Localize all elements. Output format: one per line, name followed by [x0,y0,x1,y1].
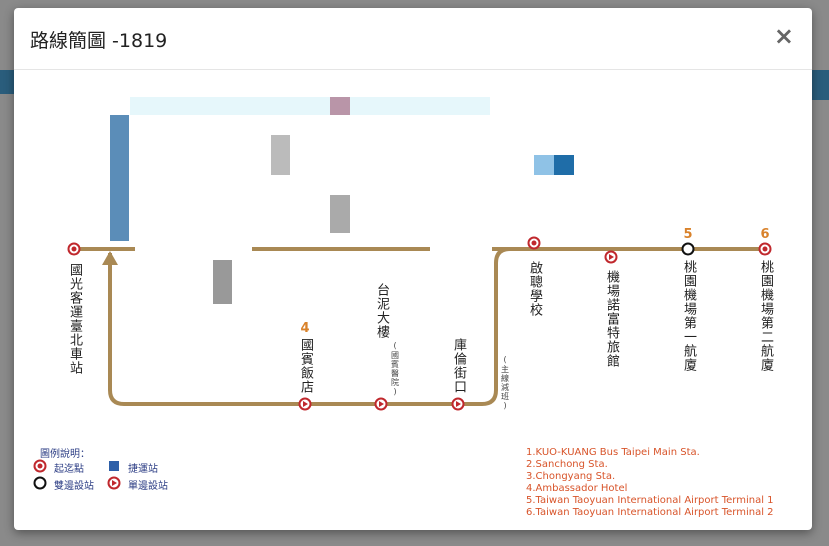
blur-block [213,260,232,304]
blur-block [554,155,574,175]
modal: 路線簡圖 -1819 × 國光客運臺北車站國賓飯店 4 台泥大樓 (國賓醫院) 庫倫街口… [14,8,812,530]
station-label: 庫倫街口 [451,338,466,394]
background-bar [812,70,829,100]
route-svg [33,97,772,490]
modal-title: 路線簡圖 -1819 [30,30,168,52]
station-label: 機場諾富特旅館 [604,270,619,368]
english-name: 1.KUO-KUANG Bus Taipei Main Sta. [526,447,700,458]
close-button[interactable]: × [773,22,794,50]
blur-block [534,155,554,175]
route-line [74,247,766,406]
blur-block [130,97,490,115]
legend-item: 捷運站 [128,464,158,475]
english-name: 2.Sanchong Sta. [526,459,608,470]
blur-block [271,135,290,175]
station-number: 5 [683,227,693,242]
station-label: 桃園機場第二航廈 [758,260,773,372]
stop-dot [71,246,77,252]
stop-dot [762,246,768,252]
station-label: 啟聰學校 [527,261,542,317]
route-map: 國光客運臺北車站國賓飯店 4 台泥大樓 (國賓醫院) 庫倫街口 啟聰學校 機場諾富特旅館 桃園… [30,85,795,518]
blur-block [110,115,129,241]
station-label: 國賓飯店 [298,338,313,394]
stop-dot [531,240,537,246]
stop-triangle [609,254,614,260]
station-label: 國光客運臺北車站 [67,263,82,375]
route-loop [108,247,511,406]
legend-item: 起迄點 [54,464,84,475]
background-bar [0,70,14,94]
station-note: (國賓醫院) [390,341,400,397]
blur-block [330,97,350,115]
divider [14,69,812,70]
branch-note: (主線減班) [500,355,510,411]
stop-triangle [112,480,117,486]
stop-triangle [456,401,461,407]
english-name: 5.Taiwan Taoyuan International Airport T… [526,495,774,506]
stop-dot [37,463,43,469]
english-name: 6.Taiwan Taoyuan International Airport T… [526,507,774,518]
station-label: 桃園機場第一航廈 [681,260,696,372]
english-name: 3.Chongyang Sta. [526,471,616,482]
stop-both [33,476,47,490]
stop-both [681,242,695,256]
station-label: 台泥大樓 [374,283,389,339]
legend-title: 圖例說明： [40,449,90,460]
legend-metro [109,461,119,471]
blur-block [330,195,350,233]
stop-triangle [303,401,308,407]
station-number: 4 [300,321,310,336]
station-number: 6 [760,227,770,242]
legend-item: 雙邊設站 [54,481,94,492]
stop-triangle [379,401,384,407]
direction-arrow [102,251,118,265]
english-name: 4.Ambassador Hotel [526,483,628,494]
legend-item: 單邊設站 [128,481,168,492]
